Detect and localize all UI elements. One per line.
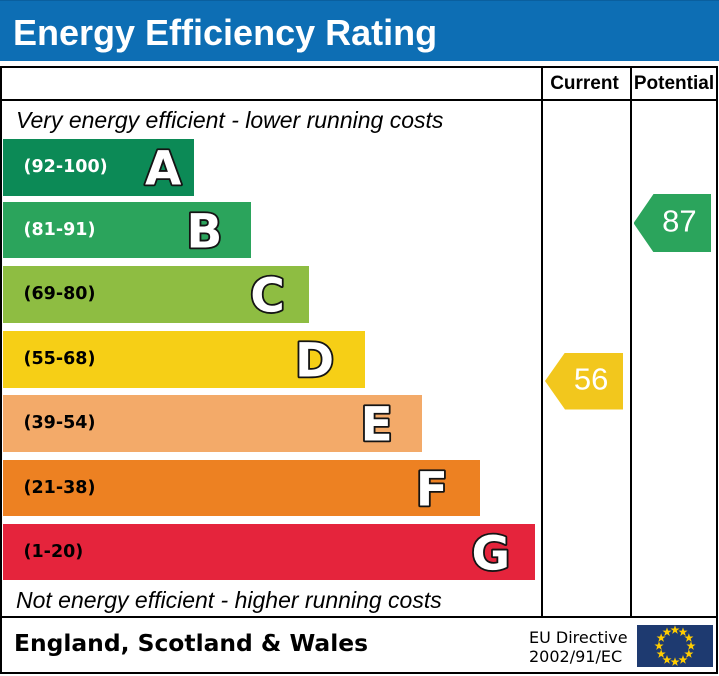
column-header-potential: Potential [633, 73, 715, 94]
table-border-left [0, 66, 2, 674]
eu-directive-line2: 2002/91/EC [529, 647, 623, 666]
table-border-top [0, 66, 718, 68]
header-separator-line [0, 99, 718, 101]
title-bar: Energy Efficiency Rating [0, 0, 719, 61]
footer-eu-directive: EU Directive 2002/91/EC [529, 628, 635, 666]
band-range-F: (21-38) [23, 477, 96, 498]
band-range-A: (92-100) [23, 157, 108, 178]
note-very-efficient: Very energy efficient - lower running co… [16, 107, 444, 133]
eu-directive-line1: EU Directive [529, 628, 628, 647]
band-row-C: (69-80) [3, 266, 309, 323]
band-range-C: (69-80) [23, 284, 96, 305]
band-letter-F [418, 468, 446, 507]
current-rating-arrow: 56 [545, 352, 624, 410]
page-title: Energy Efficiency Rating [13, 12, 438, 53]
potential-column-separator [630, 66, 632, 618]
footer-separator-line [0, 616, 718, 618]
band-letter-G [471, 532, 509, 572]
band-row-E: (39-54) [3, 395, 422, 452]
band-row-F: (21-38) [3, 459, 480, 517]
table-border-bottom [0, 672, 718, 674]
potential-rating-value: 87 [662, 203, 697, 239]
band-row-D: (55-68) [3, 331, 365, 388]
band-row-A: (92-100) [3, 139, 194, 196]
band-range-E: (39-54) [23, 413, 96, 434]
band-range-D: (55-68) [23, 349, 96, 370]
band-row-G: (1-20) [3, 523, 535, 581]
band-row-B: (81-91) [3, 201, 251, 259]
potential-rating-arrow: 87 [633, 194, 712, 253]
note-not-efficient: Not energy efficient - higher running co… [16, 587, 442, 613]
band-letter-E [362, 404, 391, 443]
band-letter-D [297, 340, 334, 379]
column-header-current: Current [550, 73, 619, 94]
current-column-separator [541, 66, 543, 618]
band-range-B: (81-91) [23, 220, 96, 241]
current-rating-value: 56 [573, 361, 609, 397]
band-letter-A [143, 148, 184, 187]
band-letter-B [189, 211, 221, 250]
band-range-G: (1-20) [23, 541, 84, 562]
footer-region-label: England, Scotland & Wales [14, 629, 368, 657]
band-letter-C [250, 274, 284, 315]
eu-flag-icon [637, 625, 713, 667]
table-border-right [716, 66, 718, 674]
